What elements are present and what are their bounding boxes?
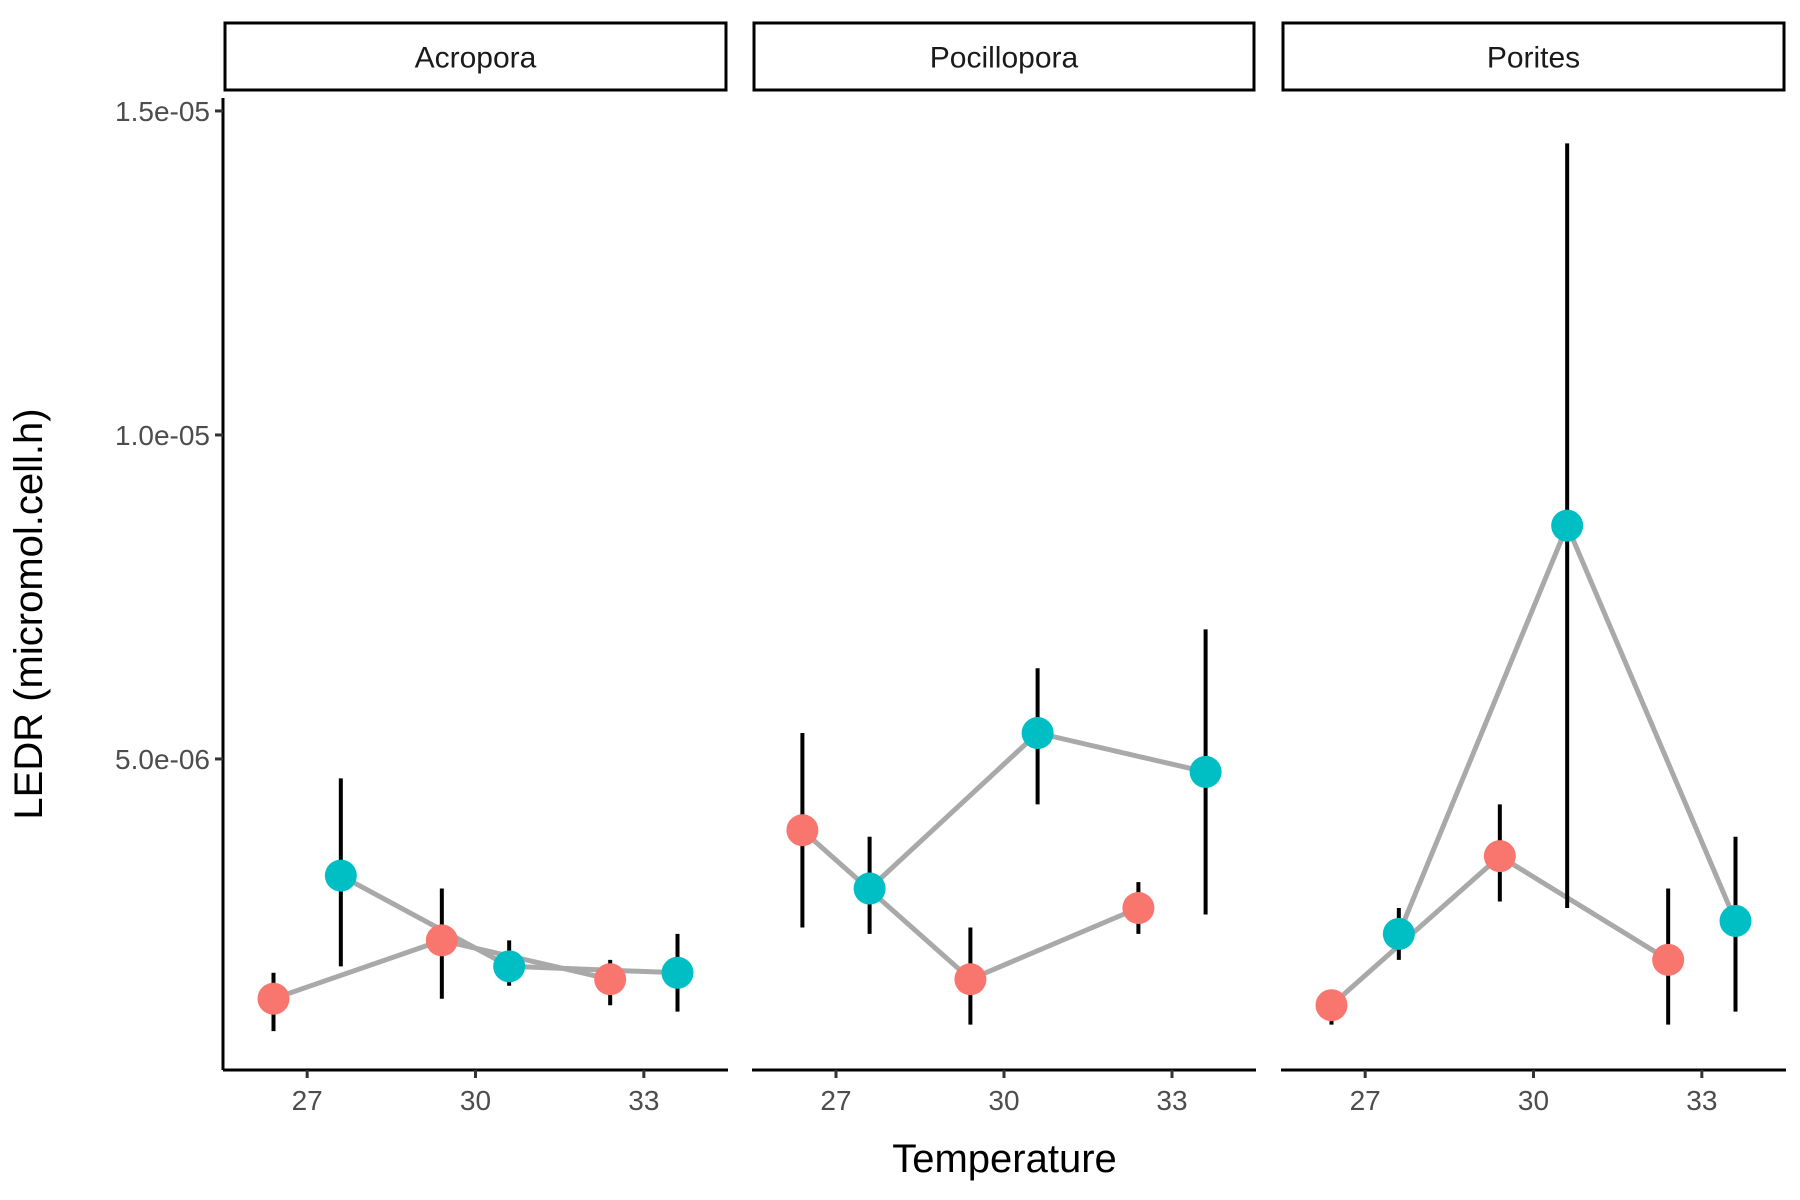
- data-point: [1021, 717, 1054, 750]
- data-point: [786, 814, 819, 847]
- y-tick-label: 5.0e-06: [115, 744, 210, 775]
- data-point: [324, 859, 357, 892]
- data-point: [1122, 892, 1155, 924]
- x-tick-label: 30: [1518, 1085, 1549, 1116]
- x-tick-label: 27: [292, 1085, 323, 1116]
- data-point: [853, 872, 886, 905]
- y-tick-label: 1.5e-05: [115, 96, 210, 127]
- facet-strip-label: Pocillopora: [930, 42, 1079, 75]
- data-point: [1483, 840, 1516, 873]
- facet-strip: [1281, 21, 1786, 92]
- facet-strip: [752, 21, 1256, 92]
- x-tick-label: 30: [460, 1085, 491, 1116]
- x-tick-label: 27: [820, 1085, 851, 1116]
- data-point: [493, 950, 526, 983]
- data-point: [1189, 755, 1222, 788]
- data-point: [1719, 904, 1752, 937]
- x-axis-title: Temperature: [892, 1137, 1117, 1181]
- data-point: [425, 924, 458, 957]
- facet-strip: [223, 21, 728, 92]
- data-point: [1551, 509, 1584, 542]
- facet-strip-label: Acropora: [415, 42, 537, 75]
- x-tick-label: 33: [628, 1085, 659, 1116]
- y-tick-label: 1.0e-05: [115, 420, 210, 451]
- data-point: [1382, 917, 1415, 950]
- x-tick-label: 27: [1350, 1085, 1381, 1116]
- y-axis-title: LEDR (micromol.cell.h): [7, 408, 51, 819]
- data-point: [954, 963, 987, 996]
- x-tick-label: 33: [1156, 1085, 1187, 1116]
- data-point: [257, 982, 290, 1015]
- data-point: [1652, 943, 1685, 976]
- x-tick-label: 33: [1686, 1085, 1717, 1116]
- x-tick-label: 30: [988, 1085, 1019, 1116]
- facet-strip-label: Porites: [1487, 42, 1580, 75]
- data-point: [594, 963, 627, 996]
- data-point: [1315, 989, 1348, 1022]
- data-point: [661, 956, 694, 989]
